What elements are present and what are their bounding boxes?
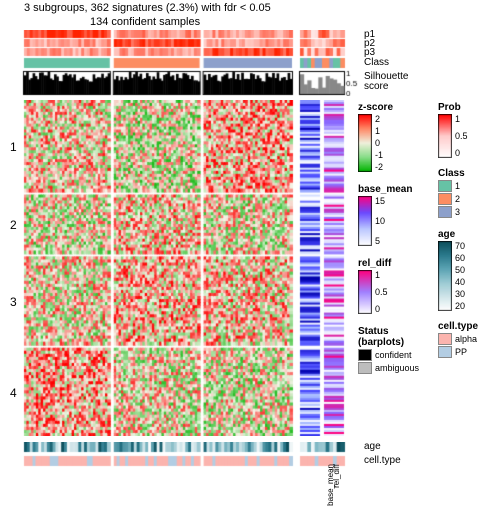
row-group-label: 2 <box>10 218 17 232</box>
row-group-label: 4 <box>10 386 17 400</box>
side-track-label: rel_diff <box>332 464 341 488</box>
row-group-label: 3 <box>10 295 17 309</box>
age-label: age <box>364 441 381 452</box>
legends-col2: Prob10.50Class123age706050403020cell.typ… <box>438 100 498 359</box>
legends-col1: z-score210-1-2base_mean15105rel_diff10.5… <box>358 100 428 375</box>
bottom-annotations <box>0 442 504 468</box>
class-label: Class <box>364 57 389 68</box>
side-annotations <box>0 0 300 150</box>
row-group-label: 1 <box>10 140 17 154</box>
silhouette-label: Silhouettescore <box>364 72 408 92</box>
celltype-label: cell.type <box>364 455 401 466</box>
heatmap-body <box>0 100 504 436</box>
